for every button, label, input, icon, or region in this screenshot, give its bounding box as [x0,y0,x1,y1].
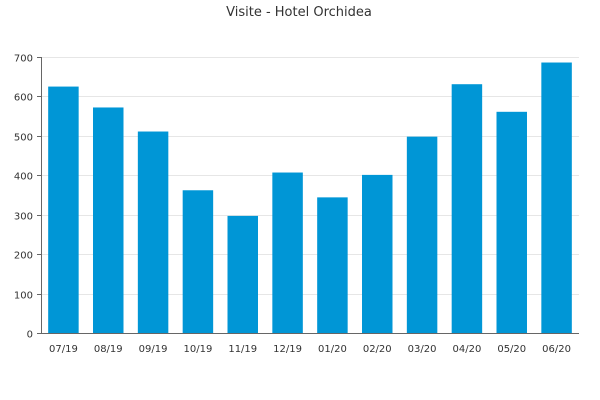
bar [182,190,214,333]
y-tick-label: 200 [14,251,33,262]
x-axis-tick-labels: 07/19 08/19 09/19 10/19 11/19 12/19 01/20 02/20… [49,344,571,355]
grid-lines [41,57,579,295]
y-tick-label: 700 [14,54,33,65]
y-tick-label: 300 [14,212,33,223]
bars [48,62,572,334]
bar [137,131,169,333]
bar [406,136,438,333]
chart-title: Visite - Hotel Orchidea [226,5,372,20]
y-tick-label: 500 [14,133,33,144]
x-tick-label: 12/19 [273,344,302,355]
x-tick-label: 10/19 [184,344,213,355]
bar [541,62,572,334]
x-tick-label: 11/19 [228,344,257,355]
x-tick-label: 04/20 [453,344,482,355]
bar [227,215,258,333]
bar [93,107,124,334]
x-tick-label: 07/19 [49,344,78,355]
y-tick-label: 0 [27,330,33,341]
x-tick-label: 06/20 [542,344,571,355]
bar [48,86,79,333]
x-tick-label: 02/20 [363,344,392,355]
x-tick-label: 05/20 [497,344,526,355]
x-tick-label: 08/19 [94,344,123,355]
bar [496,111,527,333]
x-tick-label: 01/20 [318,344,347,355]
axes [37,57,579,334]
y-axis-tick-labels: 0 100 200 300 400 500 600 700 [14,54,33,341]
y-tick-label: 100 [14,291,33,302]
bar [451,84,483,333]
x-tick-label: 09/19 [139,344,168,355]
x-tick-label: 03/20 [408,344,437,355]
y-tick-label: 600 [14,93,33,104]
bar [317,197,348,333]
bar [362,174,393,333]
bar [272,172,303,333]
y-tick-label: 400 [14,172,33,183]
